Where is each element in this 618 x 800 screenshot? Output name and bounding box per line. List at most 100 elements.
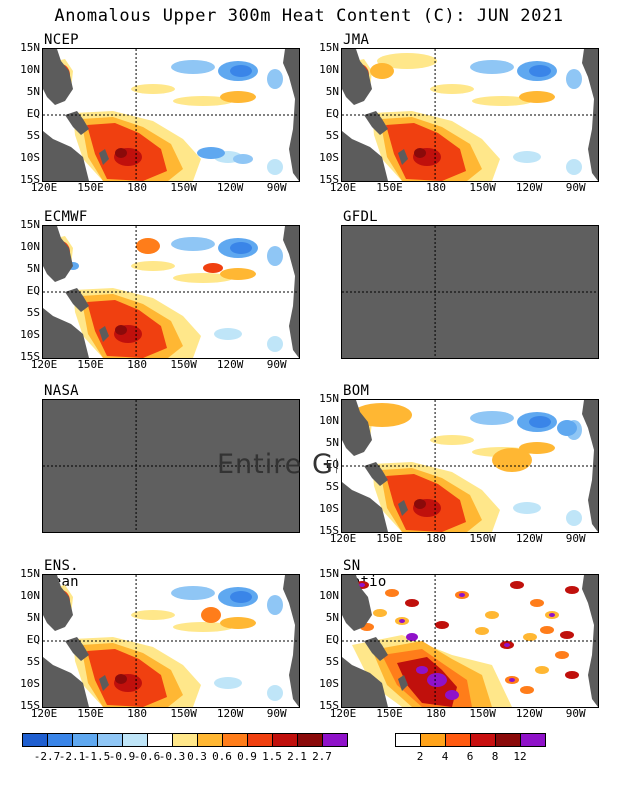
anomaly-patch [171, 237, 215, 251]
sn-patch [509, 678, 515, 682]
land-asia [43, 49, 73, 105]
lat-tick-label: 5S [26, 655, 40, 668]
lat-tick-label: 10S [319, 677, 339, 690]
anomaly-patch [430, 435, 474, 445]
lat-tick-label: 15S [319, 173, 339, 186]
sn-patch [535, 666, 549, 674]
map-svg [43, 400, 299, 532]
colorbar-label: 0.3 [187, 750, 207, 763]
lon-tick-label: 120W [515, 181, 543, 194]
colorbar-label: 8 [491, 750, 499, 763]
sn-patch [459, 593, 465, 597]
lat-tick-label: 15N [319, 41, 339, 54]
colorbar-label: 2.7 [312, 750, 332, 763]
lat-tick-label: EQ [325, 633, 339, 646]
anomaly-patch [377, 53, 437, 69]
land-asia [43, 575, 73, 631]
lat-tick-label: 15S [319, 699, 339, 712]
anomaly-patch [566, 510, 582, 526]
anomaly-patch [203, 263, 223, 273]
lat-tick-label: 15S [20, 173, 40, 186]
anomaly-patch [136, 238, 160, 254]
lat-tick-label: 15N [319, 567, 339, 580]
anomaly-patch [267, 69, 283, 89]
lon-tick-label: 150W [170, 181, 197, 194]
anomaly-patch [519, 442, 555, 454]
lat-tick-label: 5N [26, 85, 40, 98]
sn-patch [427, 673, 447, 687]
map-svg [342, 400, 598, 532]
lon-tick-label: 150W [469, 181, 496, 194]
lat-tick-label: 5N [325, 85, 339, 98]
lon-tick-label: 150E [376, 181, 403, 194]
colorbar-swatch [23, 734, 48, 746]
sn-patch [549, 613, 555, 617]
map-area [42, 574, 300, 708]
map-svg [43, 226, 299, 358]
anomaly-patch [430, 84, 474, 94]
lat-tick-label: 10N [20, 589, 40, 602]
colorbar-label: -0.3 [158, 750, 186, 763]
anomaly-patch [131, 261, 175, 271]
anomaly-patch [529, 65, 551, 77]
anomaly-patch [197, 147, 225, 159]
lat-tick-label: 10S [319, 151, 339, 164]
sn-patch [399, 619, 405, 623]
lat-tick-label: 5N [26, 611, 40, 624]
land-islands [398, 149, 408, 165]
sn-patch [540, 626, 554, 634]
map-area [42, 225, 300, 359]
anomaly-patch [201, 607, 221, 623]
lat-tick-label: 5S [325, 129, 339, 142]
anomaly-patch [557, 420, 577, 436]
lon-tick-label: 180 [426, 532, 447, 545]
panel-title: BOM [343, 383, 370, 399]
sn-patch [523, 633, 537, 641]
anomaly-patch [414, 499, 426, 509]
land-asia [342, 49, 372, 105]
colorbar-label: 0.9 [237, 750, 257, 763]
sn-patch [555, 651, 569, 659]
colorbar-swatch [73, 734, 98, 746]
anomaly-patch [131, 84, 175, 94]
sn-patch [560, 631, 574, 639]
land-new-guinea [364, 111, 388, 135]
lat-tick-label: 15N [319, 392, 339, 405]
anomaly-patch [370, 63, 394, 79]
sn-patch [385, 589, 399, 597]
lat-tick-label: 15N [20, 218, 40, 231]
colorbar-swatch [421, 734, 446, 746]
colorbar-swatch [323, 734, 347, 746]
lat-tick-label: 5S [26, 306, 40, 319]
panel-title: JMA [343, 32, 370, 48]
lon-tick-label: 90W [266, 181, 287, 194]
anomaly-patch [115, 325, 127, 335]
lon-tick-label: 150W [170, 358, 197, 371]
land-australia [43, 131, 89, 181]
anomaly-patch [566, 69, 582, 89]
sn-patch [485, 611, 499, 619]
anomaly-patch [171, 586, 215, 600]
map-area [42, 48, 300, 182]
land-new-guinea [65, 111, 89, 135]
lon-tick-label: 120E [329, 181, 357, 194]
panel-title: NASA [44, 383, 79, 399]
lat-tick-label: 10S [20, 328, 40, 341]
anomaly-patch [267, 685, 283, 701]
anomaly-patch [220, 617, 256, 629]
lon-tick-label: 120W [515, 532, 543, 545]
land-australia [43, 308, 89, 358]
anomaly-patch [173, 96, 233, 106]
lon-tick-label: 120E [30, 181, 58, 194]
lon-tick-label: 120W [216, 358, 244, 371]
lat-tick-label: 15S [319, 524, 339, 537]
lon-tick-label: 150W [469, 532, 496, 545]
map-svg [43, 49, 299, 181]
colorbar-swatch [198, 734, 223, 746]
land-australia [43, 657, 89, 707]
map-svg [43, 575, 299, 707]
land-asia [342, 575, 372, 631]
land-islands [99, 326, 109, 342]
lon-tick-label: 150E [376, 532, 403, 545]
land-australia [342, 657, 388, 707]
